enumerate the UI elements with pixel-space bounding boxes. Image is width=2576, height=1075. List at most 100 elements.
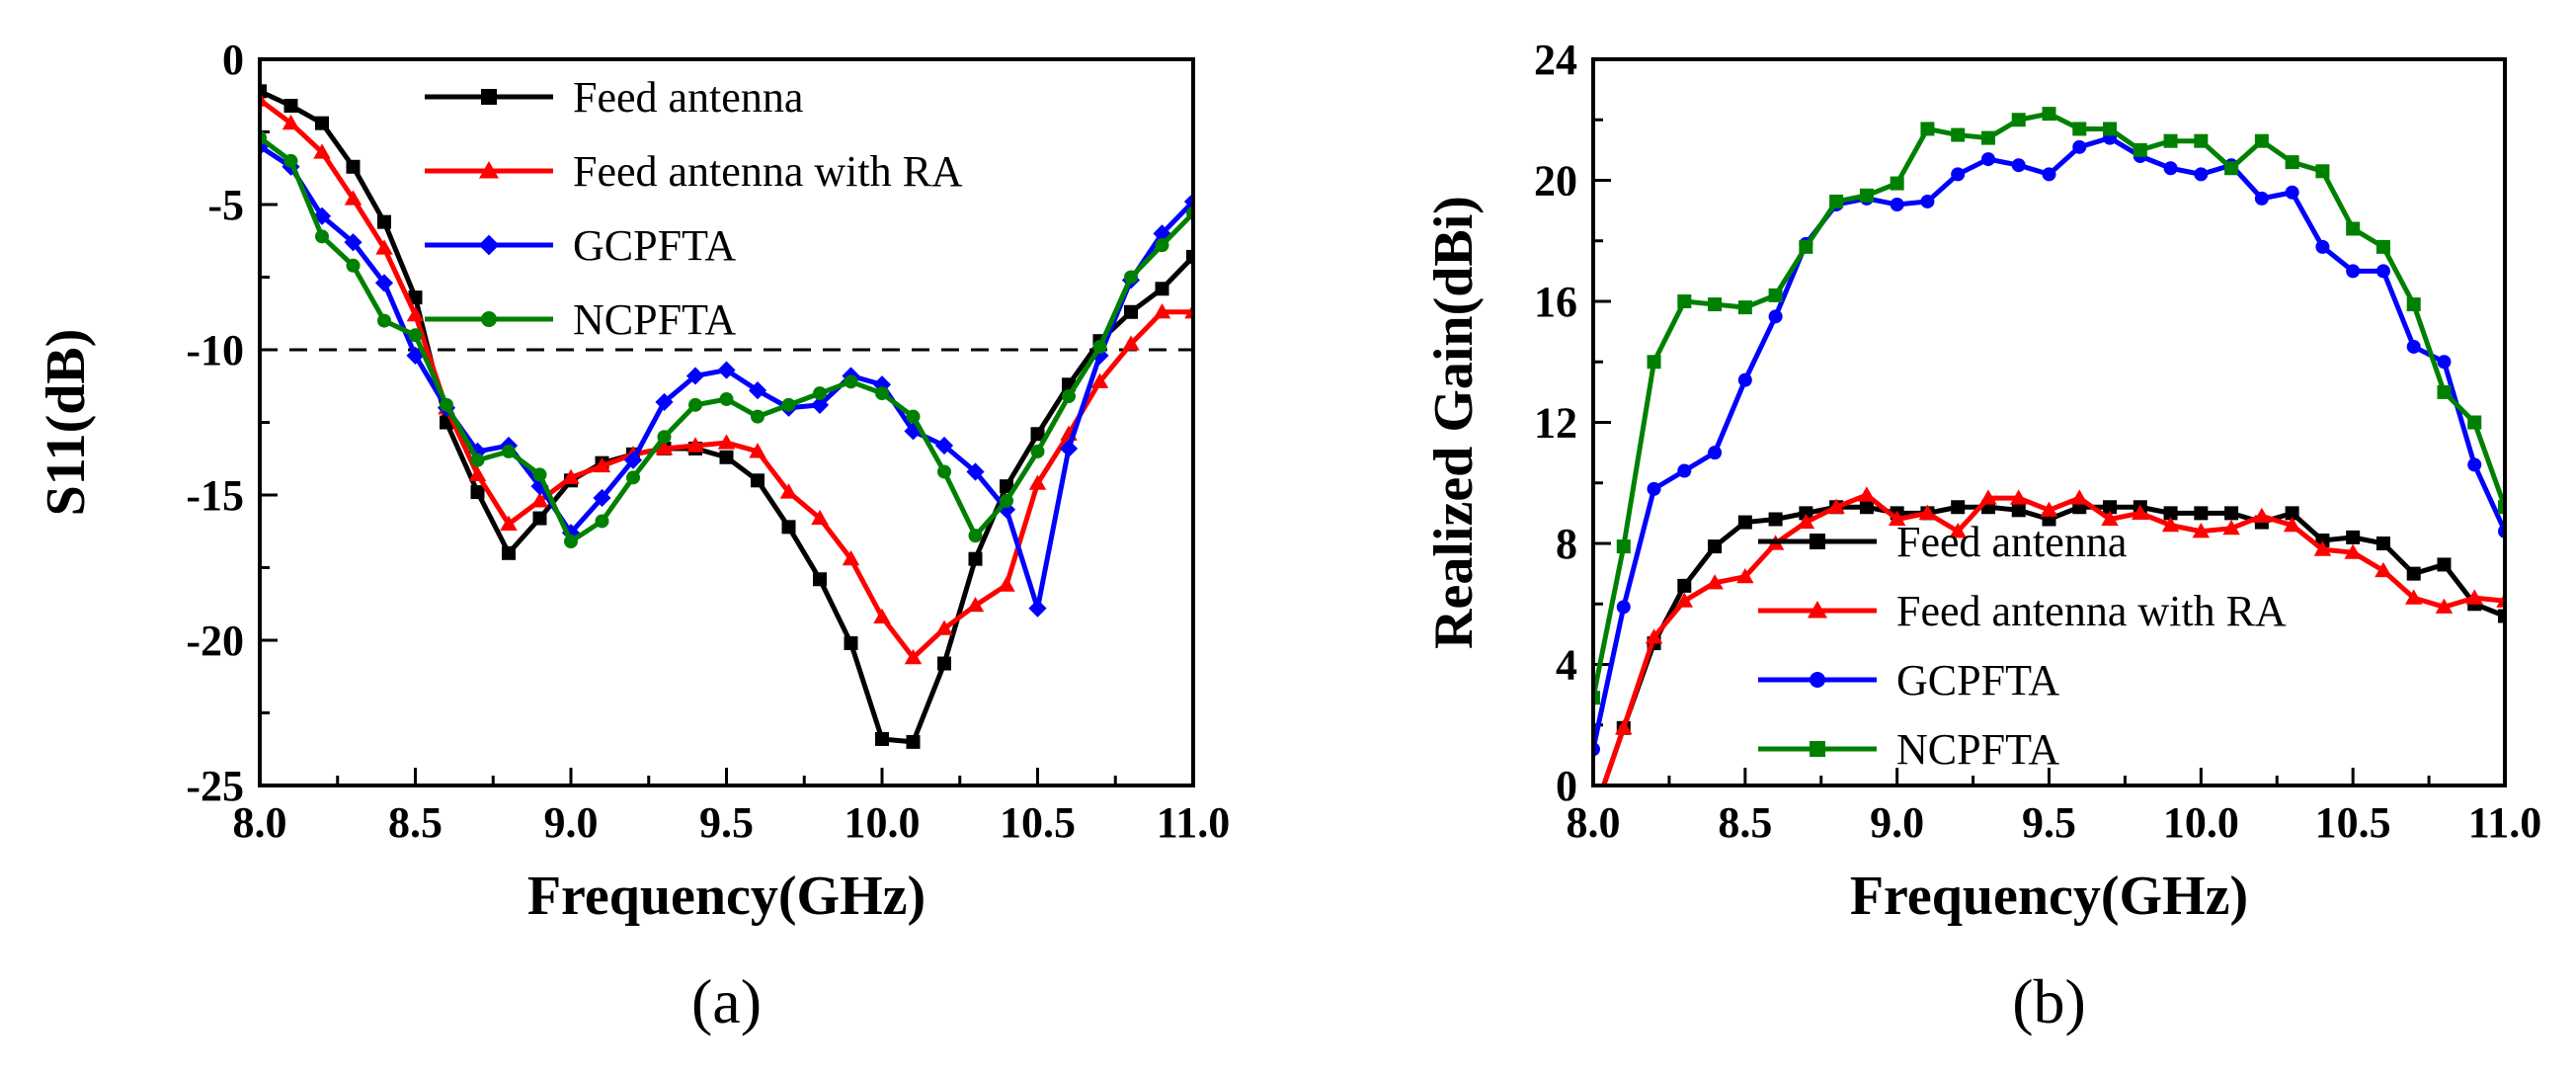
data-point <box>2375 537 2390 550</box>
data-point <box>532 511 547 526</box>
data-point <box>1000 493 1013 508</box>
data-point <box>2224 506 2239 521</box>
data-point <box>2467 457 2482 472</box>
data-point <box>440 397 453 412</box>
data-point <box>2194 506 2209 521</box>
data-point <box>2194 167 2209 182</box>
data-point <box>2192 523 2211 538</box>
legend-label: Feed antenna with RA <box>1896 587 2287 635</box>
data-point <box>1030 444 1045 458</box>
x-tick-label: 9.5 <box>2022 798 2076 847</box>
y-tick-label: -5 <box>207 181 244 229</box>
data-point <box>966 462 985 481</box>
data-point <box>315 116 329 130</box>
data-point <box>688 397 702 412</box>
y-tick-label: 8 <box>1556 520 1577 568</box>
data-point <box>685 367 705 385</box>
x-tick-label: 10.5 <box>1000 798 1076 847</box>
data-point <box>2133 142 2147 157</box>
y-tick-label: 20 <box>1534 157 1577 206</box>
data-point <box>1153 224 1171 243</box>
data-point <box>593 456 611 473</box>
data-point <box>260 91 269 107</box>
data-point <box>1888 510 1906 527</box>
x-tick-label: 8.0 <box>1567 798 1621 847</box>
data-point <box>1030 427 1045 442</box>
legend-marker <box>481 89 497 105</box>
x-tick-label: 8.0 <box>233 798 287 847</box>
data-point <box>2498 500 2505 515</box>
data-point <box>564 535 578 549</box>
data-point <box>2315 164 2330 179</box>
data-point <box>1737 372 1752 387</box>
data-point <box>408 290 423 305</box>
data-point <box>904 648 923 665</box>
data-point <box>1615 719 1633 735</box>
data-point <box>1647 355 1661 370</box>
data-point <box>1827 498 1845 514</box>
series-gcpfta <box>260 137 1193 618</box>
x-tick-label: 10.0 <box>2163 798 2239 847</box>
data-point <box>2163 506 2178 521</box>
data-point <box>1768 309 1783 324</box>
series-ncpfta <box>1593 107 2505 705</box>
x-axis-title: Frequency(GHz) <box>1850 866 2248 927</box>
data-point <box>2375 561 2392 578</box>
data-point <box>2467 415 2482 430</box>
data-point <box>2222 519 2240 536</box>
data-point <box>2406 297 2421 312</box>
data-point <box>1124 270 1138 285</box>
data-point <box>532 467 547 482</box>
data-point <box>470 485 485 500</box>
data-point <box>1708 446 1723 460</box>
data-point <box>283 153 298 168</box>
plot-frame <box>1591 57 2507 787</box>
data-point <box>1737 515 1752 530</box>
data-point <box>844 374 858 389</box>
chart-panel-b: 8.0 8.5 9.0 9.5 10.0 10.5 11.0 0 4 8 12 16 20 24 Feed … <box>1423 36 2541 1036</box>
x-tick-label: 10.0 <box>845 798 921 847</box>
data-point <box>2011 113 2026 127</box>
data-point <box>2101 510 2119 527</box>
legend-label: GCPFTA <box>573 221 736 270</box>
data-point <box>375 239 393 255</box>
data-point <box>873 608 891 624</box>
data-point <box>344 190 362 206</box>
data-point <box>966 596 985 613</box>
data-point <box>2285 185 2299 200</box>
data-point <box>2009 489 2028 505</box>
legend-label: Feed antenna <box>1896 518 2127 566</box>
data-point <box>1183 192 1193 211</box>
data-point <box>2313 540 2332 556</box>
data-point <box>2072 122 2087 136</box>
data-point <box>2194 133 2209 148</box>
data-point <box>781 397 796 412</box>
data-point <box>1708 297 1723 312</box>
data-point <box>997 500 1016 519</box>
data-point <box>968 551 983 566</box>
data-point <box>2253 507 2271 523</box>
data-point <box>260 84 267 99</box>
data-point <box>1153 303 1171 319</box>
series-ncpfta <box>260 130 1193 549</box>
data-point <box>1920 122 1935 136</box>
legend-marker <box>481 311 497 327</box>
data-point <box>595 514 609 529</box>
data-point <box>502 444 516 458</box>
data-point <box>719 450 734 464</box>
x-tick-label: 9.0 <box>544 798 599 847</box>
x-tick-label: 10.5 <box>2315 798 2391 847</box>
data-point <box>2437 355 2452 370</box>
data-point <box>2315 239 2330 254</box>
data-point <box>377 313 391 328</box>
data-point <box>875 386 889 401</box>
data-point <box>2161 516 2180 533</box>
data-point <box>1090 372 1109 388</box>
legend-marker <box>479 161 499 179</box>
data-point <box>2437 557 2452 572</box>
data-point <box>1677 578 1692 593</box>
data-point <box>470 453 485 467</box>
data-point <box>717 434 736 450</box>
legend-label: GCPFTA <box>1896 656 2059 704</box>
